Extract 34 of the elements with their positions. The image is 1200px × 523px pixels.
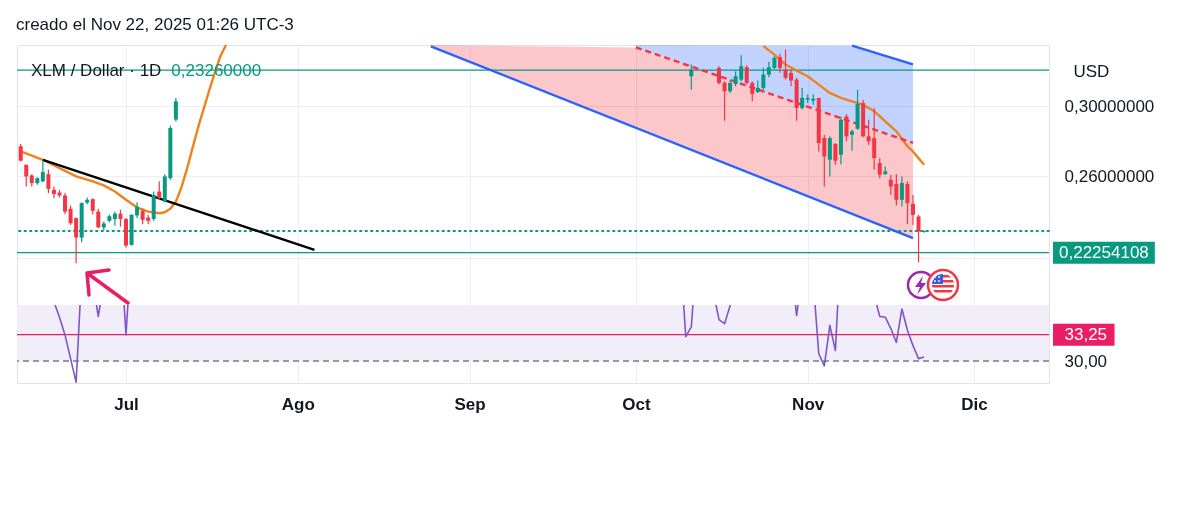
candlestick <box>800 87 805 111</box>
y-axis-title: USD <box>1073 61 1110 81</box>
y-tick-label: 0,30000000 <box>1064 96 1155 116</box>
y-tick-label: 0,26000000 <box>1064 166 1155 186</box>
candlestick <box>905 180 910 225</box>
candlestick <box>40 159 45 183</box>
candlestick <box>112 211 117 227</box>
x-tick-label: Jul <box>114 394 139 414</box>
y-tick-label: 30,00 <box>1064 351 1108 371</box>
candlestick <box>63 192 68 215</box>
candlestick <box>96 208 101 229</box>
x-tick-label: Ago <box>281 394 315 414</box>
x-tick-label: Nov <box>792 394 825 414</box>
candlestick <box>744 64 749 86</box>
candlestick <box>877 157 882 179</box>
text: creado el Nov 22, 2025 01:26 UTC-3 <box>16 14 294 36</box>
y-tick-label: 33,25 <box>1064 325 1108 345</box>
candlestick <box>173 97 178 123</box>
candlestick <box>722 80 727 122</box>
x-tick-label: Oct <box>622 394 651 414</box>
candlestick <box>777 53 782 74</box>
candlestick <box>833 142 838 166</box>
candlestick <box>46 169 51 194</box>
candlestick <box>916 214 921 263</box>
candlestick <box>844 113 849 142</box>
candlestick <box>717 65 722 86</box>
candlestick <box>910 194 915 226</box>
x-tick-label: Sep <box>454 394 486 414</box>
candlestick <box>899 175 904 208</box>
ref-line-label: 0,22254108 <box>1059 242 1149 262</box>
candlestick <box>850 129 855 152</box>
x-tick-label: Dic <box>961 394 988 414</box>
candlestick <box>750 80 755 102</box>
candlestick <box>827 135 832 178</box>
